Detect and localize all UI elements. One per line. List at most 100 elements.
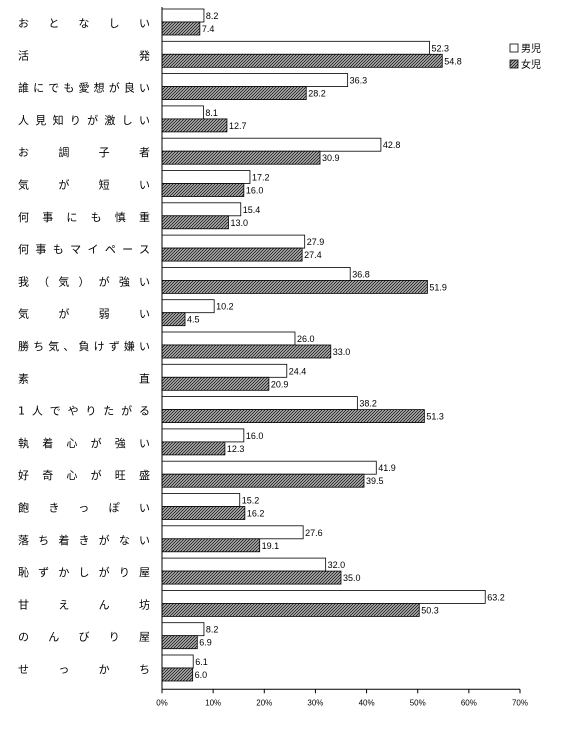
bar-boys bbox=[161, 202, 242, 217]
value-label-boys: 8.2 bbox=[206, 625, 219, 635]
value-label-boys: 8.2 bbox=[206, 11, 219, 21]
category-label: 好奇心が旺盛 bbox=[18, 468, 150, 482]
value-label-boys: 38.2 bbox=[359, 399, 377, 409]
bar-boys bbox=[161, 654, 194, 669]
bar-girls bbox=[161, 150, 321, 165]
category-label: 活発 bbox=[18, 48, 150, 62]
value-label-boys: 16.0 bbox=[246, 431, 264, 441]
bar-girls bbox=[161, 506, 246, 520]
value-label-girls: 4.5 bbox=[187, 315, 200, 325]
bar-girls bbox=[161, 635, 198, 650]
bar-boys bbox=[161, 8, 205, 23]
bar-girls bbox=[161, 53, 443, 68]
value-label-boys: 32.0 bbox=[328, 560, 346, 570]
category-label: 素直 bbox=[18, 371, 150, 385]
x-tick-label: 70% bbox=[512, 698, 528, 707]
bar-boys bbox=[161, 299, 215, 314]
bar-girls bbox=[161, 473, 365, 488]
bar-boys bbox=[161, 234, 306, 249]
bar-boys bbox=[161, 170, 251, 184]
value-label-girls: 35.0 bbox=[343, 573, 361, 583]
value-label-girls: 6.0 bbox=[195, 670, 208, 680]
value-label-girls: 12.3 bbox=[227, 444, 245, 454]
value-label-boys: 15.2 bbox=[242, 496, 260, 506]
value-label-boys: 42.8 bbox=[383, 140, 401, 150]
x-tick-label: 0% bbox=[156, 698, 168, 707]
bar-boys bbox=[161, 73, 349, 87]
bar-girls bbox=[161, 441, 226, 456]
bar-girls bbox=[161, 215, 229, 230]
category-label: 恥ずかしがり屋 bbox=[18, 565, 150, 579]
value-label-girls: 39.5 bbox=[366, 476, 384, 486]
value-label-boys: 36.8 bbox=[352, 269, 370, 279]
bar-boys bbox=[161, 557, 327, 572]
bar-boys bbox=[161, 493, 241, 507]
category-label: 何事もマイペース bbox=[18, 243, 150, 256]
value-label-boys: 8.1 bbox=[205, 108, 218, 118]
category-label: せっかち bbox=[18, 663, 150, 676]
category-label: のんびり屋 bbox=[18, 631, 150, 644]
value-label-girls: 16.0 bbox=[246, 186, 264, 196]
category-label: 気が短い bbox=[18, 178, 150, 192]
category-label: 1人でやりたがる bbox=[18, 404, 150, 418]
bar-girls bbox=[161, 538, 261, 553]
value-label-girls: 27.4 bbox=[304, 250, 322, 260]
category-label: 落ち着きがない bbox=[18, 533, 150, 547]
category-label: 執着心が強い bbox=[18, 436, 150, 450]
value-label-girls: 20.9 bbox=[271, 379, 289, 389]
category-label: 勝ち気、負けず嫌い bbox=[18, 339, 150, 353]
category-label: 気が弱い bbox=[18, 307, 150, 321]
bar-girls bbox=[161, 344, 332, 359]
value-label-boys: 15.4 bbox=[243, 205, 261, 215]
legend-label-boys: 男児 bbox=[521, 43, 541, 55]
value-label-boys: 27.6 bbox=[305, 528, 323, 538]
value-label-boys: 52.3 bbox=[431, 43, 449, 53]
bar-boys bbox=[161, 622, 205, 637]
value-label-girls: 16.2 bbox=[247, 509, 265, 519]
category-label: 飽きっぽい bbox=[18, 501, 150, 515]
legend-swatch-girls bbox=[509, 59, 519, 69]
x-axis: 0% 10% 20% 30% 40% 50% 60% 70% bbox=[156, 7, 528, 707]
bar-boys bbox=[161, 460, 377, 475]
category-label: 甘えん坊 bbox=[18, 597, 150, 611]
bar-girls bbox=[161, 376, 270, 391]
bar-boys bbox=[161, 40, 430, 55]
legend-label-girls: 女児 bbox=[521, 58, 541, 71]
bar-boys bbox=[161, 525, 304, 540]
value-label-girls: 7.4 bbox=[202, 24, 215, 34]
bar-girls bbox=[161, 118, 228, 133]
x-tick-label: 30% bbox=[307, 698, 323, 707]
bars-layer bbox=[161, 8, 486, 682]
bar-girls bbox=[161, 247, 303, 262]
bar-boys bbox=[161, 428, 245, 443]
x-tick-label: 60% bbox=[461, 698, 477, 707]
bar-boys bbox=[161, 266, 351, 281]
bar-boys bbox=[161, 590, 486, 604]
bar-girls bbox=[161, 21, 201, 36]
category-label: 人見知りが激しい bbox=[18, 113, 150, 127]
x-tick-label: 50% bbox=[410, 698, 426, 707]
category-label: おとなしい bbox=[18, 17, 150, 30]
value-label-boys: 26.0 bbox=[297, 334, 315, 344]
value-label-boys: 63.2 bbox=[487, 592, 505, 602]
x-tick-label: 40% bbox=[359, 698, 375, 707]
value-label-girls: 33.0 bbox=[333, 347, 351, 357]
category-label: 誰にでも愛想が良い bbox=[18, 81, 150, 95]
value-label-girls: 30.9 bbox=[322, 153, 340, 163]
category-label: 我（気）が強い bbox=[18, 274, 150, 288]
value-label-boys: 17.2 bbox=[252, 173, 270, 183]
value-label-girls: 6.9 bbox=[199, 638, 212, 648]
bar-girls bbox=[161, 570, 342, 585]
value-label-girls: 12.7 bbox=[229, 121, 247, 131]
bar-boys bbox=[161, 396, 358, 411]
bar-girls bbox=[161, 183, 245, 197]
value-label-girls: 51.9 bbox=[429, 282, 447, 292]
value-label-boys: 10.2 bbox=[216, 302, 234, 312]
value-label-boys: 27.9 bbox=[307, 237, 325, 247]
value-label-girls: 50.3 bbox=[421, 605, 439, 615]
category-label: 何事にも慎重 bbox=[18, 210, 150, 224]
value-label-girls: 54.8 bbox=[444, 56, 462, 66]
